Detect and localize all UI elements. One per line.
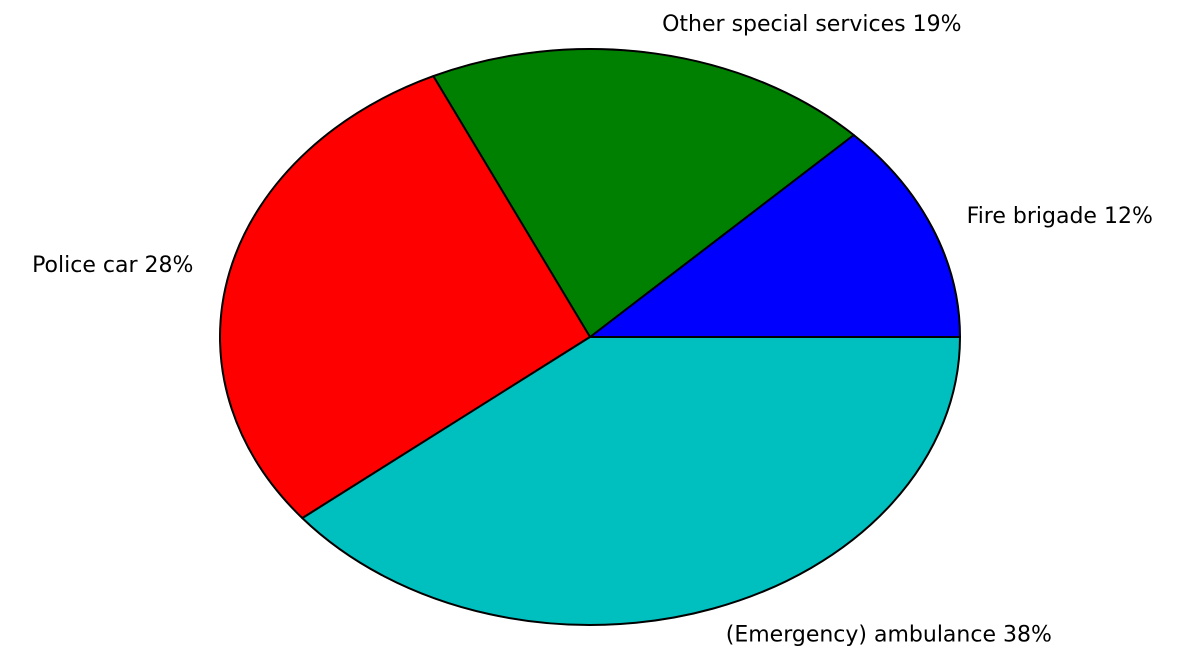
- slice-value-label: 19%: [913, 12, 962, 37]
- slice-value-label: 12%: [1104, 204, 1153, 229]
- slice-label: Fire brigade 12%: [967, 204, 1153, 229]
- slice-category: Other special services: [662, 12, 905, 37]
- slice-category: Fire brigade: [967, 204, 1097, 229]
- slice-label: Other special services 19%: [662, 12, 961, 37]
- slice-value-label: 28%: [145, 253, 194, 278]
- slice-value-label: 38%: [1003, 623, 1052, 648]
- slice-label: (Emergency) ambulance 38%: [726, 623, 1052, 648]
- pie-slice: [219, 75, 591, 520]
- slice-category: (Emergency) ambulance: [726, 623, 996, 648]
- pie-slice: [301, 336, 961, 626]
- pie-slice: [432, 48, 855, 338]
- slice-label: Police car 28%: [32, 253, 193, 278]
- slice-category: Police car: [32, 253, 138, 278]
- pie-slice: [589, 134, 961, 338]
